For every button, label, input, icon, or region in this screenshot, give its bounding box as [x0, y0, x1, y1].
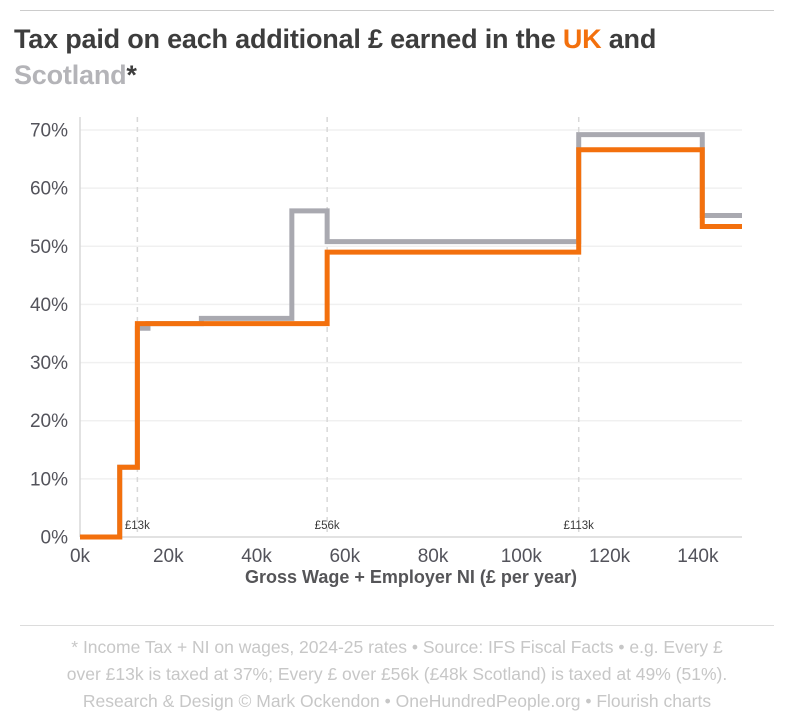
x-tick-label: 40k	[241, 546, 272, 567]
footnote-line: Research & Design © Mark Ockendon • OneH…	[82, 691, 712, 711]
footnote-line: * Income Tax + NI on wages, 2024-25 rate…	[71, 637, 723, 657]
footer-divider	[20, 625, 774, 626]
footnote: * Income Tax + NI on wages, 2024-25 rate…	[10, 634, 784, 715]
threshold-label: £13k	[125, 520, 150, 532]
x-tick-label: 0k	[70, 546, 91, 567]
x-tick-label: 100k	[501, 546, 543, 567]
y-tick-label: 0%	[41, 528, 69, 549]
uk-line[interactable]	[80, 147, 742, 540]
x-tick-label: 120k	[589, 546, 631, 567]
x-tick-label: 60k	[329, 546, 360, 567]
y-tick-label: 50%	[30, 237, 68, 258]
top-divider	[20, 10, 774, 11]
y-tick-label: 40%	[30, 295, 68, 316]
y-tick-label: 60%	[30, 179, 68, 200]
title-asterisk: *	[126, 60, 137, 90]
title-text: Tax paid on each additional £ earned in …	[14, 24, 563, 54]
x-tick-label: 80k	[418, 546, 449, 567]
page-title: Tax paid on each additional £ earned in …	[14, 21, 780, 93]
threshold-label: £56k	[315, 520, 340, 532]
x-tick-label: 20k	[153, 546, 184, 567]
title-text-and: and	[601, 24, 657, 54]
footnote-line: over £13k is taxed at 37%; Every £ over …	[66, 664, 728, 684]
y-tick-label: 10%	[30, 469, 68, 490]
scotland-line[interactable]	[80, 132, 742, 540]
x-tick-label: 140k	[677, 546, 719, 567]
y-tick-label: 30%	[30, 353, 68, 374]
threshold-label: £113k	[563, 520, 594, 532]
x-axis-title: Gross Wage + Employer NI (£ per year)	[245, 567, 577, 587]
y-tick-label: 20%	[30, 411, 68, 432]
y-tick-label: 70%	[30, 121, 68, 142]
title-scotland-highlight: Scotland	[14, 60, 127, 90]
title-uk-highlight: UK	[562, 24, 602, 54]
